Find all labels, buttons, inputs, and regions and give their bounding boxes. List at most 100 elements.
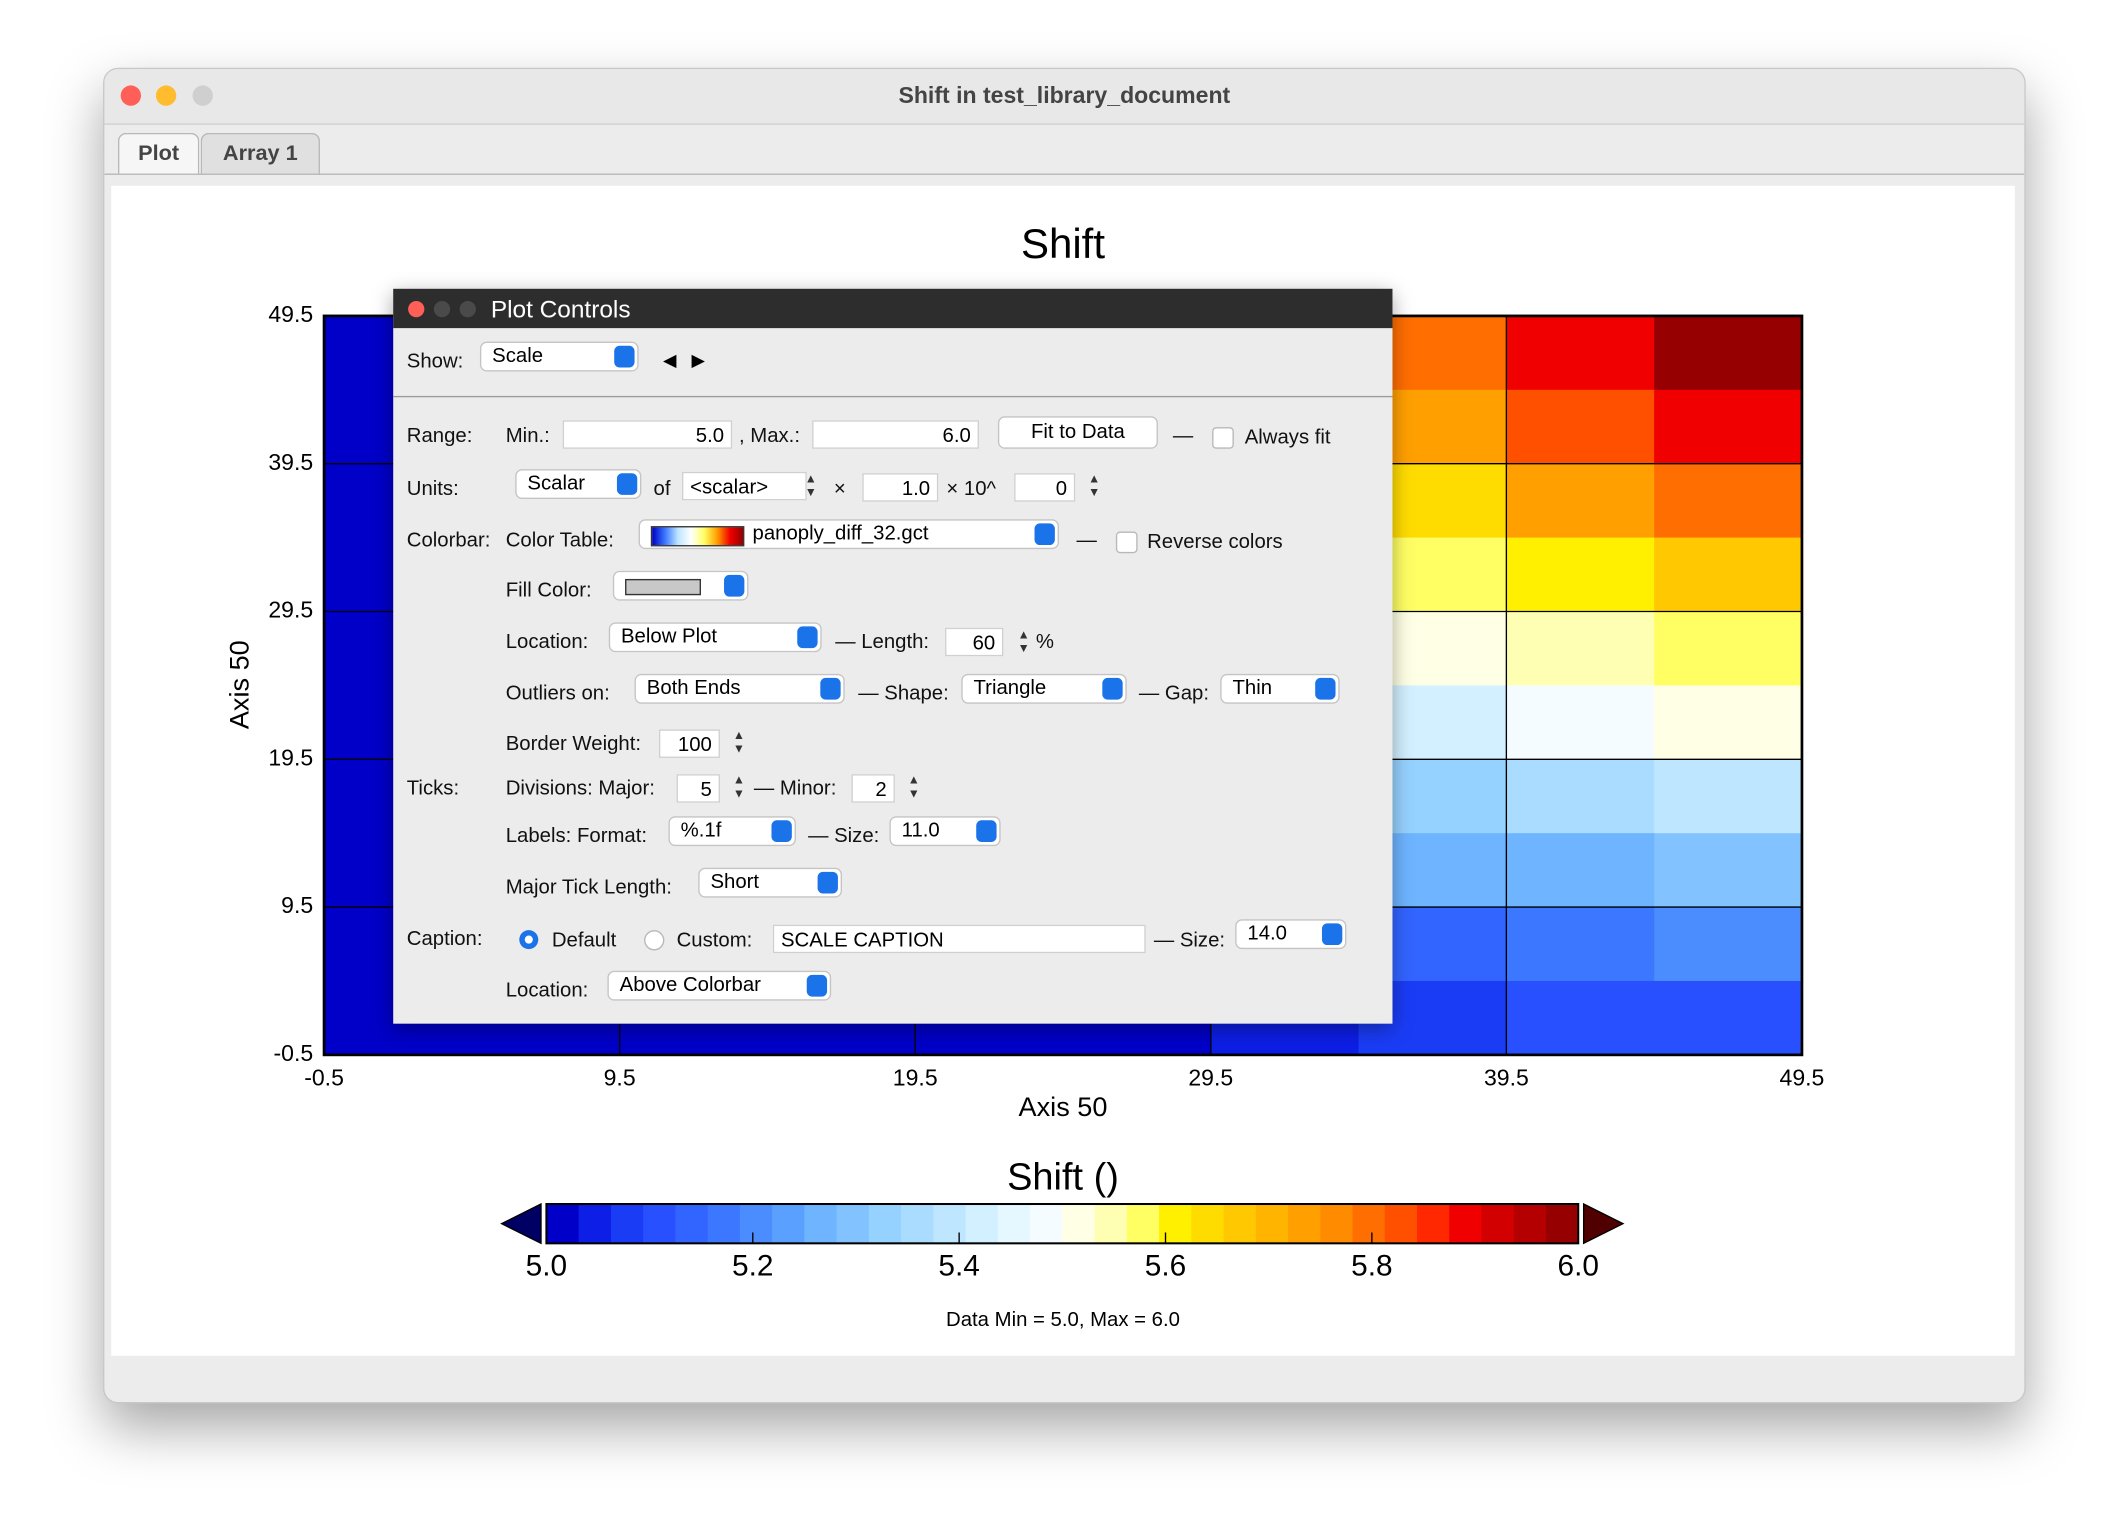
label: Color Table: [505, 528, 614, 552]
label: Reverse colors [1147, 530, 1283, 554]
tick-length-select[interactable]: Short [699, 869, 841, 897]
separator-dash: — [1076, 528, 1097, 552]
heatmap-cell [1654, 759, 1803, 834]
x-axis-label: Axis 50 [1019, 1091, 1108, 1122]
stepper[interactable]: ▲ ▼ [732, 728, 745, 756]
colorbar-swatch [739, 1204, 773, 1244]
colorbar-caption: Shift () [1007, 1157, 1119, 1199]
zoom-button[interactable] [192, 85, 213, 106]
colorbar-swatch [578, 1204, 612, 1244]
custom-radio[interactable] [644, 930, 665, 951]
colorbar-swatch [997, 1204, 1031, 1244]
dialog-title: Plot Controls [490, 295, 631, 323]
outliers-select[interactable]: Both Ends [635, 675, 844, 703]
custom-caption-input[interactable]: SCALE CAPTION [772, 924, 1146, 954]
power-input[interactable]: 0 [1014, 473, 1076, 502]
colorbar-swatch [1545, 1204, 1579, 1244]
colorbar-swatch [1191, 1204, 1225, 1244]
colorbar-swatch [1449, 1204, 1483, 1244]
minimize-button[interactable] [155, 85, 177, 106]
x-tick-label: 19.5 [893, 1064, 938, 1090]
fit-button[interactable]: Fit to Data [999, 417, 1157, 448]
title-bar [104, 69, 2025, 125]
label: of [653, 477, 671, 501]
border-input[interactable]: 100 [658, 729, 720, 758]
heatmap-cell [1654, 537, 1803, 613]
label: × [833, 477, 846, 501]
colorbar-tick-label: 5.8 [1351, 1250, 1392, 1283]
label: % [1035, 630, 1054, 654]
dialog-minimize[interactable] [433, 301, 451, 318]
label: — Size: [1153, 928, 1226, 952]
label: Always fit [1244, 425, 1331, 449]
stepper[interactable]: ▲ ▼ [804, 471, 817, 499]
tick-size-select[interactable]: 11.0 [890, 817, 1000, 845]
colorbar-swatch [610, 1204, 644, 1244]
colorbar-tick-label: 5.6 [1145, 1250, 1186, 1283]
colorbar-swatch [1159, 1204, 1192, 1244]
next-button[interactable]: ▶ [691, 349, 706, 371]
label: — Shape: [858, 682, 949, 706]
max-input[interactable]: 6.0 [812, 420, 979, 449]
window-title: Shift in test_library_document [898, 82, 1231, 109]
close-button[interactable] [120, 85, 142, 106]
location-select[interactable]: Below Plot [610, 623, 821, 651]
stepper[interactable]: ▲ ▼ [1017, 627, 1030, 655]
colorbar-swatch [933, 1204, 967, 1244]
units-select[interactable]: Scalar [516, 470, 640, 498]
heatmap-cell [1506, 833, 1655, 908]
prev-button[interactable]: ◀ [663, 349, 677, 371]
colorbar-swatch [1384, 1204, 1418, 1244]
heatmap-cell [1506, 389, 1655, 465]
label: Custom: [676, 928, 753, 952]
colorbar-swatch [675, 1204, 709, 1244]
label: Fill Color: [505, 578, 592, 603]
heatmap-cell [1506, 315, 1655, 391]
dialog-close[interactable] [408, 301, 425, 318]
stepper[interactable]: ▲ ▼ [732, 772, 745, 800]
label: × 10^ [946, 477, 997, 501]
heatmap-cell [1654, 463, 1803, 539]
dialog-title-bar [393, 288, 1393, 329]
colorbar-tick-label: 5.0 [526, 1250, 567, 1283]
tab[interactable]: Array 1 [200, 132, 320, 175]
always-fit-checkbox[interactable] [1212, 427, 1234, 449]
unit-input[interactable]: <scalar> [682, 471, 807, 501]
factor-input[interactable]: 1.0 [862, 473, 939, 502]
caption-location-select[interactable]: Above Colorbar [608, 972, 830, 1000]
colorbar-swatch [772, 1204, 806, 1244]
plot-title: Shift [1021, 220, 1105, 267]
label: Outliers on: [505, 682, 610, 706]
x-tick-label: 49.5 [1780, 1064, 1825, 1090]
label: — Size: [808, 824, 880, 848]
stepper[interactable]: ▲ ▼ [907, 772, 920, 800]
label: Units: [406, 477, 459, 501]
label: Range: [406, 424, 473, 448]
length-input[interactable]: 60 [945, 627, 1004, 657]
gap-select[interactable]: Thin [1221, 675, 1339, 703]
label: Divisions: Major: [505, 776, 655, 800]
tab[interactable]: Plot [117, 132, 200, 175]
stepper[interactable]: ▲ ▼ [1088, 471, 1101, 499]
label: Location: [505, 978, 589, 1002]
label: Border Weight: [505, 732, 642, 756]
colorbar-swatch [1062, 1204, 1096, 1244]
format-select[interactable]: %.1f [669, 817, 795, 845]
reverse-checkbox[interactable] [1115, 531, 1138, 554]
colorbar-swatch [836, 1204, 870, 1244]
caption-size-select[interactable]: 14.0 [1236, 920, 1346, 948]
major-input[interactable]: 5 [676, 774, 720, 803]
heatmap-cell [1506, 463, 1655, 539]
minor-input[interactable]: 2 [851, 774, 895, 803]
heatmap-cell [1654, 907, 1803, 982]
shape-select[interactable]: Triangle [962, 675, 1126, 703]
heatmap-cell [1506, 537, 1655, 613]
data-range-note: Data Min = 5.0, Max = 6.0 [946, 1309, 1180, 1331]
show-select[interactable]: Scale [481, 343, 638, 371]
heatmap-cell [1506, 907, 1655, 982]
default-radio[interactable] [519, 930, 539, 950]
fill-swatch [625, 578, 701, 596]
min-input[interactable]: 5.0 [562, 420, 733, 449]
dialog-zoom[interactable] [459, 301, 476, 318]
